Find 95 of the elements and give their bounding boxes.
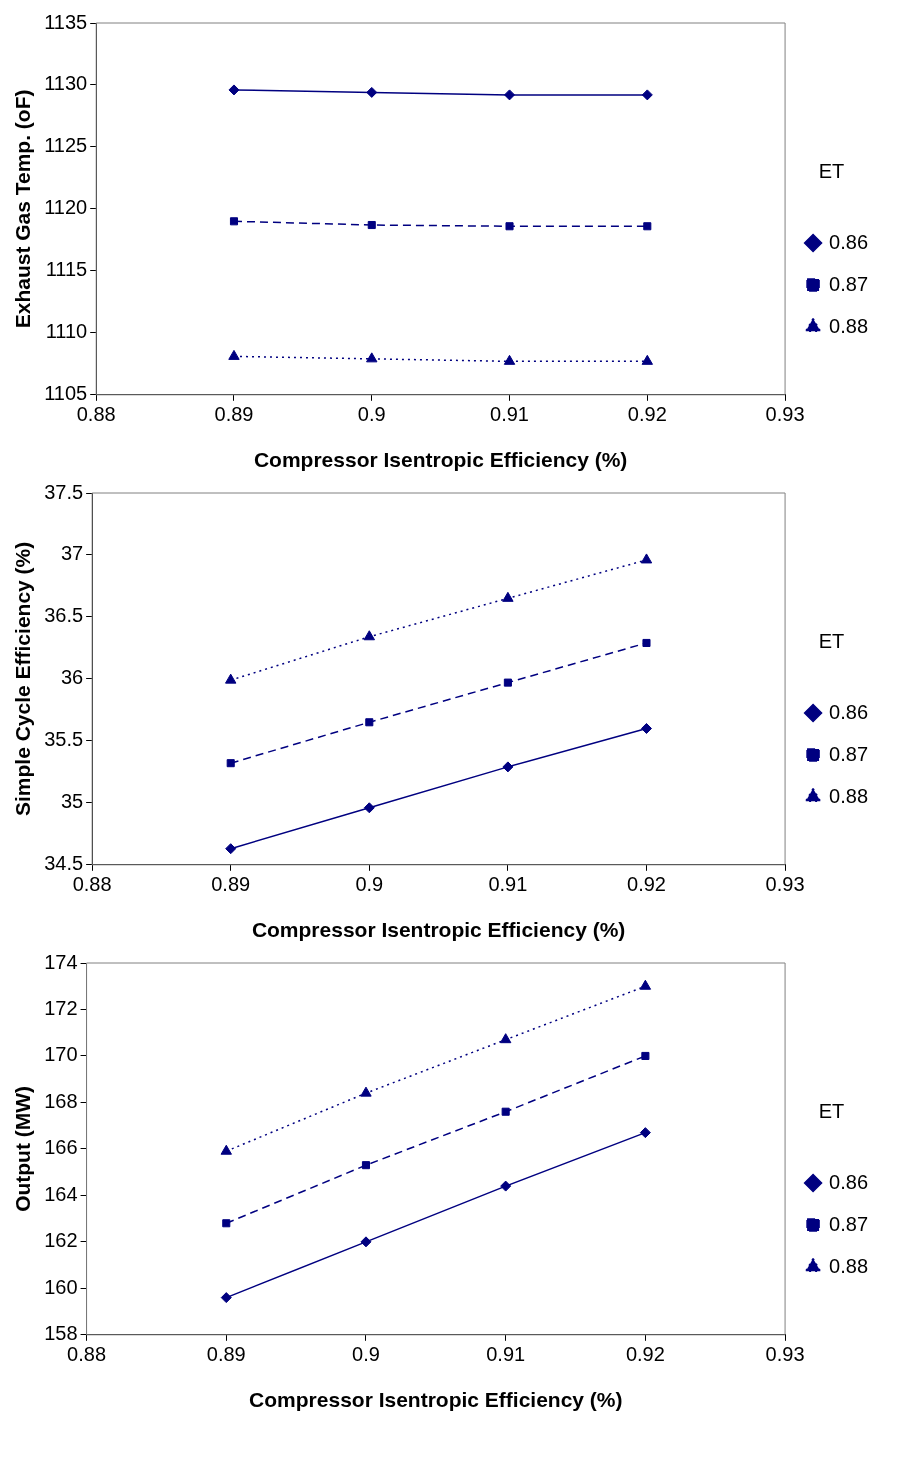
point [225,673,237,684]
point [501,1107,510,1116]
y-tick-label: 168 [44,1089,78,1112]
y-tick-label: 160 [44,1275,78,1298]
point [361,1161,371,1170]
point [367,220,376,230]
y-tick-label: 1120 [44,196,88,219]
x-tick-label: 0.92 [627,873,666,896]
x-tick-label: 0.9 [352,1343,380,1366]
y-tick-label: 36.5 [44,604,84,627]
y-tick-label: 36 [60,666,84,689]
legend-label: 0.86 [829,1170,869,1193]
point [643,222,652,231]
point [641,89,653,101]
y-tick-label: 162 [44,1229,78,1252]
legend-label: 0.88 [829,314,869,337]
x-tick-label: 0.91 [490,403,529,426]
y-tick-label: 170 [44,1043,78,1066]
x-axis-title: Compressor Isentropic Efficiency (%) [253,448,628,472]
point [225,843,237,855]
y-tick-label: 37 [60,542,84,565]
y-tick-label: 1130 [44,72,88,95]
point [228,349,240,360]
legend-label: 0.86 [829,700,869,723]
legend-label: 0.87 [829,1212,869,1235]
x-tick-label: 0.91 [486,1343,526,1366]
point [226,759,235,768]
y-tick-label: 172 [44,996,78,1019]
y-tick-label: 35 [60,790,84,813]
point [500,1180,512,1192]
x-tick-label: 0.91 [488,873,528,896]
x-tick-label: 0.88 [76,403,116,426]
y-tick-label: 1125 [44,134,88,157]
point [502,591,514,602]
point [505,222,514,231]
point [503,354,516,365]
point [499,1033,512,1044]
legend-label: 0.87 [829,742,869,765]
point [365,718,374,727]
point [360,1236,372,1248]
y-tick-label: 174 [44,950,78,973]
point [360,1086,372,1097]
point [641,354,653,365]
point [640,722,652,734]
y-tick-label: 35.5 [44,728,84,751]
x-tick-label: 0.92 [625,1343,665,1366]
x-tick-label: 0.92 [627,403,667,426]
legend-label: 0.88 [829,784,869,807]
point [229,217,239,226]
legend-label: 0.86 [829,230,869,253]
y-tick-label: 37.5 [44,480,84,503]
point [503,678,512,687]
y-tick-label: 1110 [45,320,88,343]
x-tick-label: 0.89 [211,873,251,896]
legend-label: 0.88 [829,1254,869,1277]
x-axis-title: Compressor Isentropic Efficiency (%) [249,1388,623,1412]
point [640,553,653,564]
y-tick-label: 34.5 [44,852,84,875]
legend-label: 0.87 [829,272,869,295]
point [228,84,240,96]
x-tick-label: 0.93 [765,1343,805,1366]
x-axis-title: Compressor Isentropic Efficiency (%) [251,918,626,942]
x-tick-label: 0.93 [765,403,805,426]
point [641,1051,650,1060]
y-tick-label: 166 [44,1136,78,1159]
point [222,1219,231,1228]
y-tick-label: 1135 [44,10,88,33]
point [363,802,375,814]
point [504,89,516,101]
y-axis-title: Simple Cycle Efficiency (%) [11,541,35,817]
point [220,1292,232,1304]
point [366,352,378,363]
x-tick-label: 0.89 [206,1343,246,1366]
y-tick-label: 1115 [45,258,88,281]
point [366,86,378,98]
point [363,630,375,641]
x-tick-label: 0.9 [355,873,384,896]
point [220,1144,232,1155]
y-tick-label: 164 [44,1182,78,1205]
x-tick-label: 0.93 [765,873,805,896]
point [639,979,652,990]
legend-title: ET [818,629,845,652]
legend-title: ET [818,1099,845,1122]
legend-title: ET [818,159,845,182]
y-axis-title: Exhaust Gas Temp. (oF) [11,89,35,329]
x-tick-label: 0.88 [67,1343,107,1366]
point [642,638,651,647]
y-axis-title: Output (MW) [11,1085,35,1212]
x-tick-label: 0.89 [214,403,254,426]
y-tick-label: 1105 [44,382,88,405]
point [502,761,514,773]
point [639,1127,651,1139]
x-tick-label: 0.9 [357,403,386,426]
x-tick-label: 0.88 [72,873,112,896]
y-tick-label: 158 [44,1322,78,1345]
